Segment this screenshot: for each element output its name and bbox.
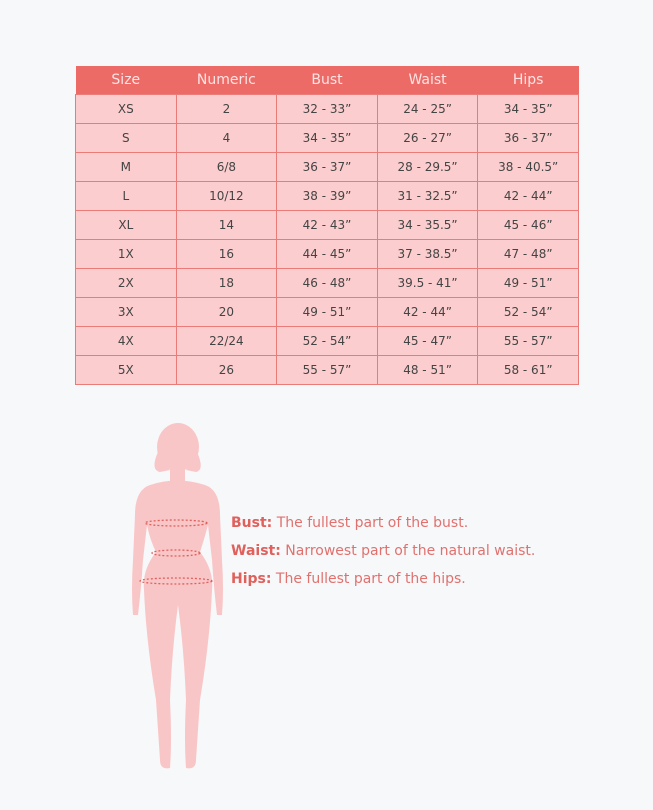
header-row: Size Numeric Bust Waist Hips	[75, 66, 579, 95]
table-cell: 36 - 37”	[276, 152, 378, 182]
table-cell: 34 - 35”	[276, 123, 378, 153]
legend-bust: Bust: The fullest part of the bust.	[231, 515, 468, 531]
table-cell: 34 - 35.5”	[376, 210, 479, 240]
table-cell: 58 - 61”	[477, 355, 579, 385]
table-row: S 4 34 - 35” 26 - 27” 36 - 37”	[75, 123, 579, 153]
table-cell: 37 - 38.5”	[376, 239, 479, 269]
table-cell: 26 - 27”	[376, 123, 479, 153]
size-chart-table: Size Numeric Bust Waist Hips XS 2 32 - 33” 24 -…	[75, 66, 579, 385]
table-row: L 10/12 38 - 39” 31 - 32.5” 42 - 44”	[75, 181, 579, 211]
table-cell: 10/12	[175, 181, 278, 211]
table-cell: 20	[175, 297, 278, 327]
table-row: XS 2 32 - 33” 24 - 25” 34 - 35”	[75, 94, 579, 124]
table-cell: 49 - 51”	[276, 297, 378, 327]
table-cell: 52 - 54”	[276, 326, 378, 356]
column-header: Bust	[276, 66, 378, 95]
table-cell: 24 - 25”	[376, 94, 479, 124]
column-header: Waist	[377, 66, 478, 95]
table-cell: S	[75, 123, 177, 153]
table-cell: 49 - 51”	[477, 268, 579, 298]
table-cell: 48 - 51”	[376, 355, 479, 385]
table-cell: L	[75, 181, 177, 211]
legend-desc: The fullest part of the hips.	[271, 571, 466, 587]
legend-waist: Waist: Narrowest part of the natural wai…	[231, 543, 535, 559]
table-cell: 47 - 48”	[477, 239, 579, 269]
table-cell: 32 - 33”	[276, 94, 378, 124]
hips-measure-line	[139, 577, 213, 585]
table-cell: 34 - 35”	[477, 94, 579, 124]
table-row: XL 14 42 - 43” 34 - 35.5” 45 - 46”	[75, 210, 579, 240]
table-cell: 52 - 54”	[477, 297, 579, 327]
table-cell: 55 - 57”	[477, 326, 579, 356]
table-cell: 6/8	[175, 152, 278, 182]
table-cell: 14	[175, 210, 278, 240]
table-cell: 36 - 37”	[477, 123, 579, 153]
table-cell: 42 - 43”	[276, 210, 378, 240]
table-row: 1X 16 44 - 45” 37 - 38.5” 47 - 48”	[75, 239, 579, 269]
table-cell: 55 - 57”	[276, 355, 378, 385]
table-cell: 4	[175, 123, 278, 153]
table-row: M 6/8 36 - 37” 28 - 29.5” 38 - 40.5”	[75, 152, 579, 182]
table-cell: 42 - 44”	[477, 181, 579, 211]
table-cell: 4X	[75, 326, 177, 356]
table-row: 5X 26 55 - 57” 48 - 51” 58 - 61”	[75, 355, 579, 385]
table-cell: 3X	[75, 297, 177, 327]
legend-term: Hips:	[231, 571, 272, 587]
legend-term: Waist:	[231, 543, 281, 559]
table-cell: 5X	[75, 355, 177, 385]
table-cell: 45 - 47”	[376, 326, 479, 356]
table-row: 2X 18 46 - 48” 39.5 - 41” 49 - 51”	[75, 268, 579, 298]
table-cell: 31 - 32.5”	[376, 181, 479, 211]
table-row: 4X 22/24 52 - 54” 45 - 47” 55 - 57”	[75, 326, 579, 356]
table-cell: 38 - 39”	[276, 181, 378, 211]
legend-desc: Narrowest part of the natural waist.	[280, 543, 536, 559]
table-cell: 28 - 29.5”	[376, 152, 479, 182]
table-cell: 2X	[75, 268, 177, 298]
legend-term: Bust:	[231, 515, 273, 531]
table-cell: 38 - 40.5”	[477, 152, 579, 182]
table-cell: 16	[175, 239, 278, 269]
table-cell: 26	[175, 355, 278, 385]
column-header: Hips	[477, 66, 579, 95]
legend-desc: The fullest part of the bust.	[272, 515, 469, 531]
legend-hips: Hips: The fullest part of the hips.	[231, 571, 466, 587]
body-silhouette-figure	[132, 423, 223, 769]
column-header: Size	[75, 66, 177, 95]
table-cell: 1X	[75, 239, 177, 269]
waist-measure-line	[151, 549, 201, 557]
table-cell: 18	[175, 268, 278, 298]
table-cell: XS	[75, 94, 177, 124]
table-cell: 45 - 46”	[477, 210, 579, 240]
table-cell: 39.5 - 41”	[376, 268, 479, 298]
table-cell: 44 - 45”	[276, 239, 378, 269]
table-cell: M	[75, 152, 177, 182]
table-cell: 22/24	[175, 326, 278, 356]
table-cell: 2	[175, 94, 278, 124]
bust-measure-line	[144, 519, 208, 527]
column-header: Numeric	[176, 66, 277, 95]
table-cell: 42 - 44”	[376, 297, 479, 327]
table-cell: 46 - 48”	[276, 268, 378, 298]
table-cell: XL	[75, 210, 177, 240]
table-row: 3X 20 49 - 51” 42 - 44” 52 - 54”	[75, 297, 579, 327]
